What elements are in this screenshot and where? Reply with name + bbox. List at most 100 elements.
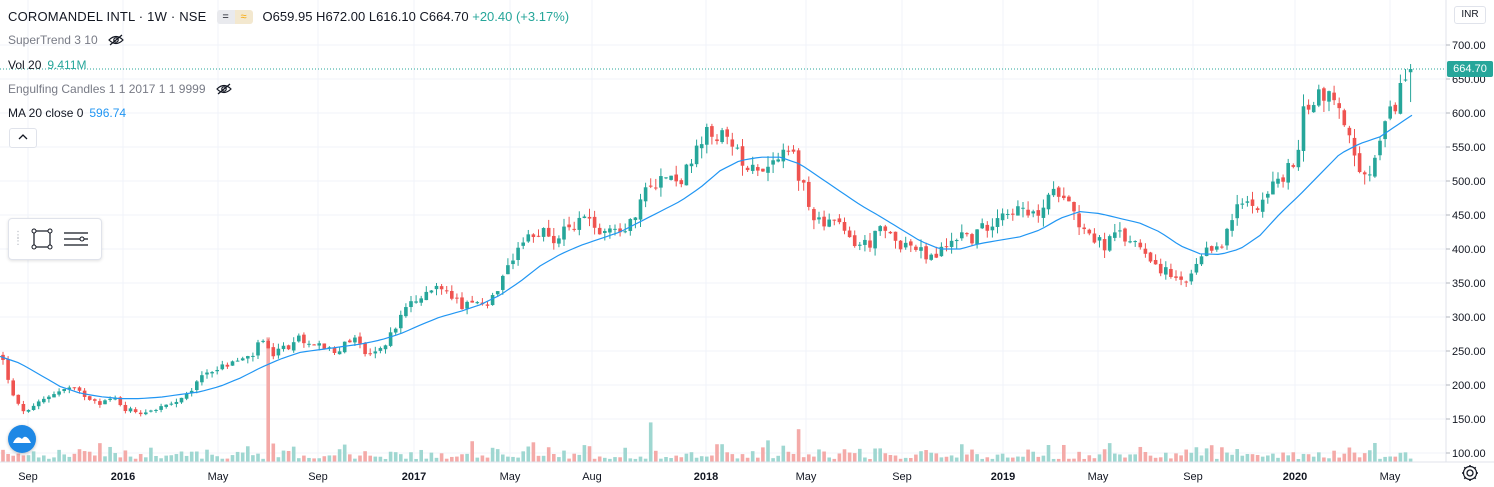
volume-bar: [1164, 452, 1168, 462]
volume-bar: [337, 449, 342, 462]
candle-body: [149, 410, 153, 412]
indicator-volume[interactable]: Vol 20 9.411M: [8, 58, 87, 72]
chart-style-badge[interactable]: ≈: [234, 9, 253, 24]
volume-bar: [490, 447, 495, 462]
volume-bar: [1077, 451, 1081, 462]
candle-body: [766, 166, 770, 173]
candle-body: [1174, 276, 1178, 278]
volume-bar: [159, 458, 163, 462]
volume-bar: [643, 458, 648, 462]
volume-bar: [1286, 455, 1290, 462]
volume-bar: [1005, 457, 1010, 462]
volume-bar: [944, 456, 949, 462]
drag-handle-icon[interactable]: ⋮ ⋮: [13, 230, 23, 247]
candle-body: [87, 396, 92, 400]
hidden-eye-icon[interactable]: [215, 83, 232, 95]
hidden-eye-icon[interactable]: [107, 34, 124, 46]
volume-bar: [980, 458, 984, 462]
y-tick-label: 650.00: [1452, 74, 1486, 86]
volume-bar: [1398, 452, 1403, 462]
candle-body: [827, 219, 831, 227]
tradingview-logo-icon[interactable]: [8, 425, 36, 453]
volume-bar: [995, 454, 1000, 462]
candle-body: [404, 307, 408, 317]
volume-bar: [1332, 450, 1336, 462]
candle-body: [26, 409, 31, 412]
close-value: 664.70: [428, 9, 469, 24]
candle-body: [960, 232, 964, 239]
candle-body: [246, 356, 250, 359]
indicator-name[interactable]: Engulfing Candles 1 1 2017 1 1 9999: [8, 82, 206, 96]
time-axis[interactable]: Sep 2016 May Sep 2017 May Aug 2018 May Sep 2019 May…: [0, 461, 1494, 483]
candle-body: [740, 146, 745, 166]
volume-bar: [934, 453, 939, 462]
candle-body: [567, 224, 571, 228]
indicator-ma[interactable]: MA 20 close 0 596.74: [8, 106, 126, 120]
candle-body: [572, 228, 576, 230]
indicator-name[interactable]: MA 20 close 0: [8, 106, 84, 120]
volume-bar: [531, 442, 536, 462]
candle-body: [439, 286, 444, 290]
volume-bar: [1276, 457, 1280, 462]
candle-body: [455, 297, 459, 299]
y-tick-label: 500.00: [1452, 176, 1486, 188]
volume-bar: [888, 454, 893, 462]
compare-badge[interactable]: =: [216, 9, 235, 24]
candle-body: [1097, 237, 1102, 241]
volume-bar: [149, 447, 153, 462]
volume-bar: [689, 452, 694, 462]
indicator-engulfing[interactable]: Engulfing Candles 1 1 2017 1 1 9999: [8, 82, 232, 96]
candle-body: [368, 353, 372, 355]
indicator-name[interactable]: SuperTrend 3 10: [8, 33, 98, 47]
floating-drawing-toolbar[interactable]: ⋮ ⋮: [8, 218, 102, 260]
candle-body: [1031, 211, 1035, 214]
x-tick-label: May: [208, 471, 229, 483]
gear-icon[interactable]: [1460, 463, 1480, 483]
candle-body: [592, 216, 597, 228]
price-axis[interactable]: 100.00 150.00 200.00 250.00 300.00 350.00 400.…: [1445, 0, 1486, 462]
series-badges[interactable]: = ≈: [216, 9, 253, 24]
indicator-value: 596.74: [89, 106, 127, 120]
candle-body: [1362, 172, 1367, 175]
candle-body: [470, 300, 474, 303]
volume-bar: [307, 457, 311, 462]
rectangle-tool-button[interactable]: [27, 224, 57, 254]
symbol-legend[interactable]: COROMANDEL INTL · 1W · NSE = ≈ O659.95 H…: [8, 9, 569, 24]
settings-lines-button[interactable]: [61, 224, 91, 254]
volume-bar: [144, 457, 148, 462]
volume-bar: [251, 455, 255, 462]
candle-body: [16, 394, 21, 404]
volume-bar: [1225, 452, 1229, 462]
candle-body: [133, 409, 138, 413]
candle-body: [1056, 187, 1061, 197]
indicator-name[interactable]: Vol 20: [8, 58, 42, 72]
symbol-title[interactable]: COROMANDEL INTL · 1W · NSE: [8, 9, 207, 24]
volume-bar: [123, 450, 128, 462]
volume-bar: [11, 455, 15, 462]
volume-bar: [118, 457, 123, 462]
volume-bar: [577, 454, 582, 462]
collapse-legend-button[interactable]: [9, 128, 37, 148]
candle-body: [1388, 106, 1392, 119]
volume-bar: [1347, 447, 1352, 462]
currency-label[interactable]: INR: [1454, 6, 1486, 24]
candle-body: [460, 297, 464, 310]
candle-body: [230, 361, 235, 366]
candle-body: [1225, 228, 1229, 246]
candle-body: [761, 168, 765, 172]
volume-bar: [1209, 445, 1214, 462]
volume-bar: [271, 443, 276, 462]
candle-body: [210, 372, 214, 374]
candle-body: [414, 301, 418, 303]
candle-body: [847, 230, 852, 238]
volume-bar: [985, 457, 990, 462]
volume-bar: [480, 455, 485, 462]
candle-body: [72, 387, 77, 389]
volume-bar: [291, 446, 296, 462]
candle-body: [42, 398, 46, 403]
indicator-supertrend[interactable]: SuperTrend 3 10: [8, 33, 124, 47]
candle-body: [1041, 207, 1046, 218]
y-tick-label: 200.00: [1452, 380, 1486, 392]
volume-bar: [750, 451, 755, 462]
